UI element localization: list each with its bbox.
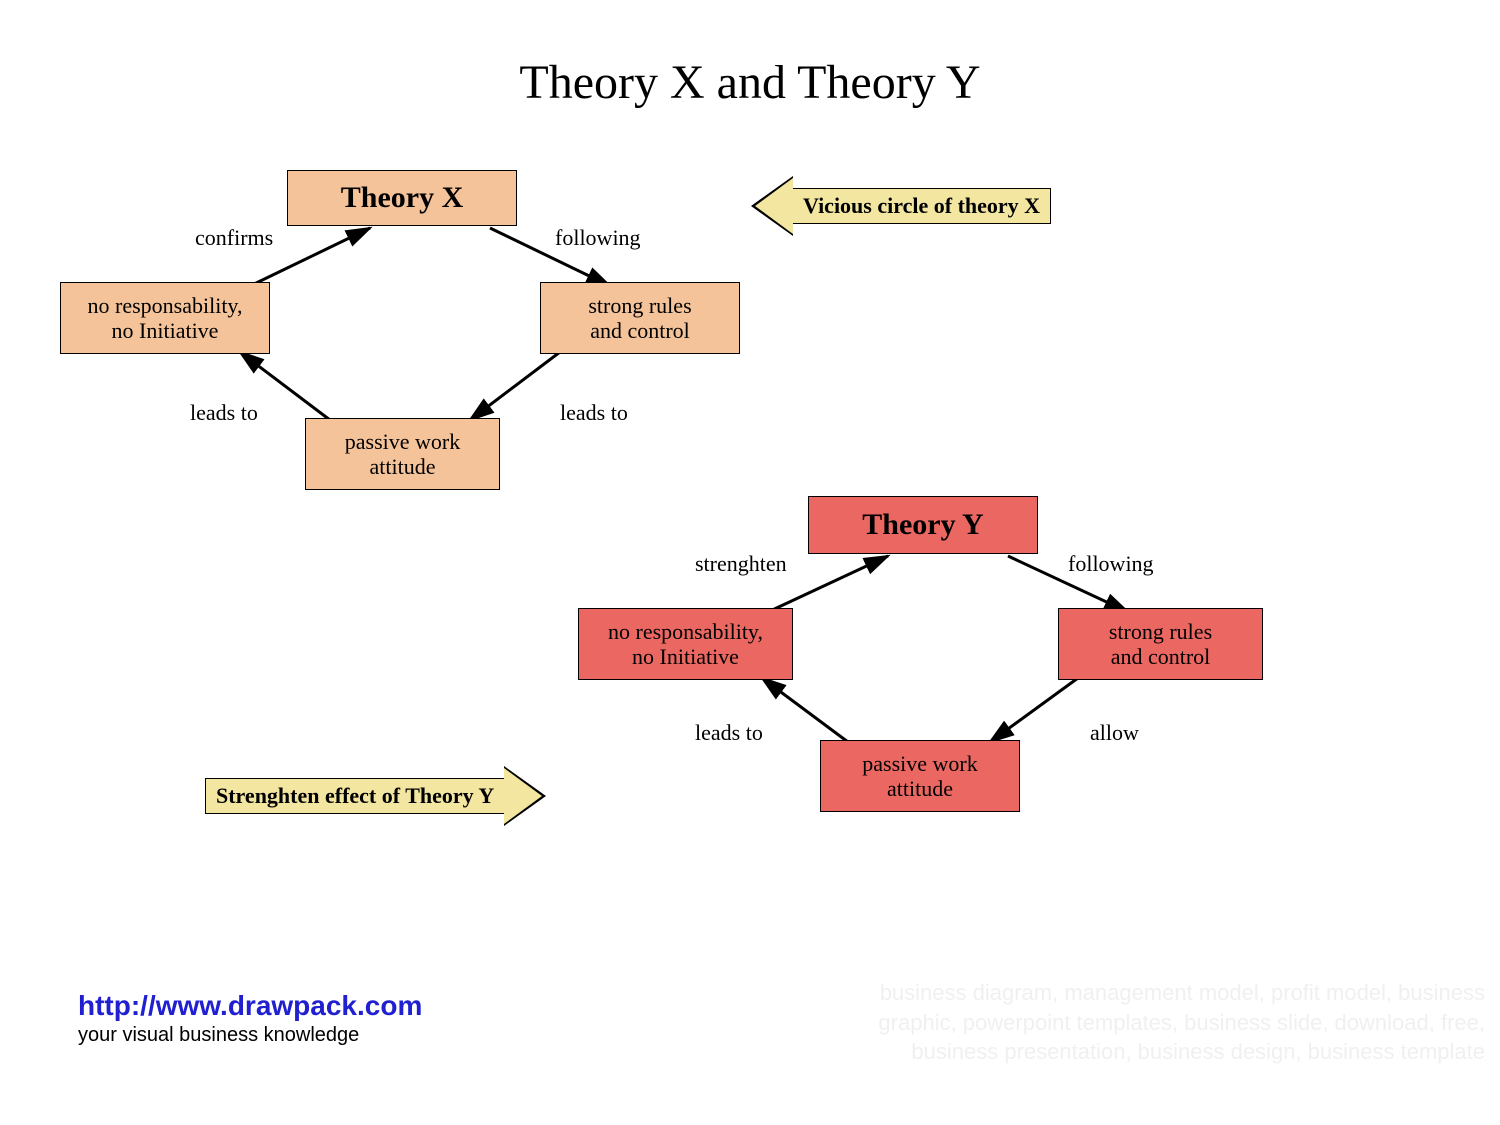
node-label: no responsability,no Initiative <box>88 293 243 344</box>
tagline: your visual business knowledge <box>78 1024 359 1047</box>
node-label: no responsability,no Initiative <box>608 619 763 670</box>
node-label: Theory X <box>341 181 464 216</box>
edge-label: leads to <box>560 400 628 426</box>
callout-label: Strenghten effect of Theory Y <box>205 778 504 814</box>
edge-label: following <box>1068 551 1154 577</box>
callout-strengthen-effect: Strenghten effect of Theory Y <box>205 768 542 824</box>
edge-label: following <box>555 225 641 251</box>
edge-label: strenghten <box>695 551 787 577</box>
node-label: passive workattitude <box>345 429 460 480</box>
theory-y-node-right: strong rulesand control <box>1058 608 1263 680</box>
theory-x-node-left: no responsability,no Initiative <box>60 282 270 354</box>
edge-label: leads to <box>190 400 258 426</box>
theory-x-node-bottom: passive workattitude <box>305 418 500 490</box>
node-label: passive workattitude <box>862 751 977 802</box>
edge-label: confirms <box>195 225 273 251</box>
page-title: Theory X and Theory Y <box>0 55 1500 110</box>
callout-label: Vicious circle of theory X <box>793 188 1051 224</box>
edge-label: leads to <box>695 720 763 746</box>
node-label: Theory Y <box>862 508 983 543</box>
callout-vicious-circle: Vicious circle of theory X <box>755 178 1051 234</box>
node-label: strong rulesand control <box>588 293 691 344</box>
theory-y-node-bottom: passive workattitude <box>820 740 1020 812</box>
watermark-keywords: business diagram, management model, prof… <box>565 978 1485 1067</box>
arrow-right-icon <box>504 768 542 824</box>
theory-y-node-left: no responsability,no Initiative <box>578 608 793 680</box>
edge-label: allow <box>1090 720 1139 746</box>
theory-y-node-top: Theory Y <box>808 496 1038 554</box>
node-label: strong rulesand control <box>1109 619 1212 670</box>
arrow-left-icon <box>755 178 793 234</box>
drawpack-link[interactable]: http://www.drawpack.com <box>78 990 422 1022</box>
theory-x-node-top: Theory X <box>287 170 517 226</box>
theory-x-node-right: strong rulesand control <box>540 282 740 354</box>
